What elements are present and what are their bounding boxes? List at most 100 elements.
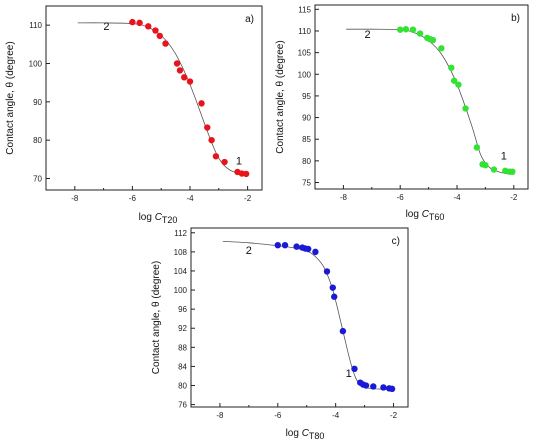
chart-0-point-17: [242, 170, 250, 178]
chart-0-xtick-label-1: -6: [129, 194, 137, 203]
chart-1-point-1: [402, 26, 410, 33]
chart-2-ytick-label-7: 104: [174, 267, 188, 276]
chart-1-point-7: [438, 45, 445, 52]
chart-0-ytick-label-1: 80: [33, 136, 42, 145]
chart-2-xtick-label-0: -8: [216, 411, 224, 420]
chart-0-frame: [45, 5, 263, 191]
chart-1-xtick-label-1: -6: [397, 193, 405, 202]
chart-2-point-8: [329, 284, 336, 291]
chart-0-xlabel-prefix: log: [139, 212, 155, 223]
chart-2-point-16: [380, 384, 387, 391]
chart-1-xlabel-sub: T60: [429, 212, 445, 222]
chart-2-panel: -8 -6 -4 -2 76 80 84 88 92 96 100 104 108 112 2 1 c) Cont…: [151, 227, 409, 440]
chart-1-ytick-label-4: 95: [302, 92, 311, 101]
chart-1-point-10: [455, 81, 462, 88]
chart-1-ytick-label-7: 110: [298, 27, 311, 36]
chart-1-annotation-1: 1: [501, 151, 507, 163]
chart-0-point-5: [162, 40, 169, 47]
chart-2-ytick-label-1: 80: [178, 382, 187, 391]
chart-2-point-18: [388, 385, 396, 393]
chart-1-point-11: [462, 105, 469, 112]
chart-0-annotation-1: 1: [236, 156, 242, 168]
chart-1-xlabel-var: C: [422, 209, 430, 220]
chart-2-ytick-label-3: 88: [178, 343, 187, 352]
chart-1-point-8: [448, 64, 455, 71]
chart-0-point-7: [176, 67, 184, 74]
chart-0-point-13: [212, 153, 220, 160]
chart-1-point-6: [429, 36, 437, 44]
chart-0-point-6: [173, 60, 181, 67]
chart-1-frame: [314, 4, 529, 190]
chart-2-ytick-label-0: 76: [178, 401, 187, 410]
chart-1-point-15: [490, 166, 498, 173]
chart-1-ytick-label-8: 115: [298, 5, 311, 14]
chart-2-xlabel-sub: T80: [309, 431, 325, 440]
chart-0-point-11: [204, 124, 211, 131]
chart-1-fit-line: [346, 28, 514, 175]
chart-2-xlabel: log CT80: [286, 428, 325, 440]
chart-2-ytick-label-4: 92: [178, 324, 187, 333]
chart-0-xlabel-sub: T20: [162, 215, 178, 225]
chart-2-xtick-label-2: -4: [332, 411, 340, 420]
chart-1-ytick-label-6: 105: [298, 49, 312, 58]
chart-0-ytick-label-4: 110: [29, 21, 42, 30]
chart-2-xlabel-prefix: log: [286, 428, 302, 439]
chart-0-xtick-label-0: -8: [71, 194, 79, 203]
chart-0-ytick-label-0: 70: [33, 175, 42, 184]
chart-2-xlabel-var: C: [302, 428, 310, 439]
chart-0-ytick-label-3: 100: [29, 60, 43, 69]
chart-2-annotation-1: 1: [346, 368, 352, 380]
chart-2-point-9: [331, 293, 338, 300]
chart-2-ytick-label-9: 112: [174, 229, 187, 238]
chart-2-fit-line: [222, 241, 394, 391]
chart-0-point-9: [186, 78, 194, 85]
chart-1-ylabel: Contact angle, θ (degree): [275, 40, 286, 153]
chart-2-ylabel: Contact angle, θ (degree): [151, 261, 162, 374]
chart-0-point-8: [181, 74, 188, 81]
chart-1-point-2: [409, 26, 417, 33]
chart-2-point-6: [312, 248, 319, 256]
chart-0-panel-label: a): [245, 14, 254, 25]
chart-0-ytick-label-2: 90: [33, 98, 42, 107]
chart-2-point-5: [304, 245, 312, 253]
chart-1-xtick-label-2: -4: [453, 193, 461, 202]
chart-1-annotation-0: 2: [364, 29, 370, 41]
chart-2-xtick-label-1: -6: [274, 411, 282, 420]
chart-1-point-12: [473, 144, 481, 151]
chart-1-ytick-label-3: 90: [302, 114, 311, 123]
chart-2-panel-label: c): [392, 236, 400, 247]
chart-2-frame: [190, 227, 409, 408]
chart-1-ytick-label-0: 75: [302, 179, 311, 188]
chart-2-point-11: [351, 365, 358, 373]
chart-1-point-0: [397, 26, 404, 33]
chart-0-point-10: [198, 100, 205, 107]
chart-1-xtick-label-0: -8: [340, 193, 348, 202]
chart-0-xlabel-var: C: [155, 212, 163, 223]
chart-1-point-3: [416, 30, 424, 37]
chart-2-ytick-label-5: 96: [178, 305, 187, 314]
chart-1-xlabel: log CT60: [406, 209, 445, 222]
chart-2-point-10: [339, 327, 347, 335]
chart-0-point-14: [221, 158, 228, 166]
chart-0-panel: -8 -6 -4 -2 70 80 90 100 110 2 1 a) Contact angle, θ…: [5, 5, 263, 225]
chart-1-panel: -8 -6 -4 -2 75 80 85 90 95 100 105 110 115 2 1 b) Contac…: [275, 4, 529, 222]
chart-1-ytick-label-5: 100: [298, 70, 312, 79]
chart-2-ytick-label-2: 84: [178, 362, 187, 371]
chart-1-ytick-label-1: 80: [302, 157, 311, 166]
chart-1-xtick-label-3: -2: [510, 193, 518, 202]
chart-1-point-14: [482, 161, 489, 169]
chart-0-xtick-label-2: -4: [186, 194, 194, 203]
chart-0-point-4: [156, 32, 163, 40]
chart-1-ytick-label-2: 85: [302, 135, 311, 144]
chart-2-point-2: [293, 243, 300, 250]
chart-2-ytick-label-8: 108: [174, 248, 188, 257]
chart-0-ylabel: Contact angle, θ (degree): [5, 41, 16, 154]
chart-2-point-15: [370, 383, 377, 390]
chart-0-point-3: [152, 27, 159, 34]
chart-2-point-0: [274, 241, 281, 249]
chart-1-point-9: [450, 77, 458, 84]
chart-0-point-12: [208, 136, 215, 144]
chart-2-ytick-label-6: 100: [174, 286, 188, 295]
chart-1-point-18: [509, 168, 516, 175]
